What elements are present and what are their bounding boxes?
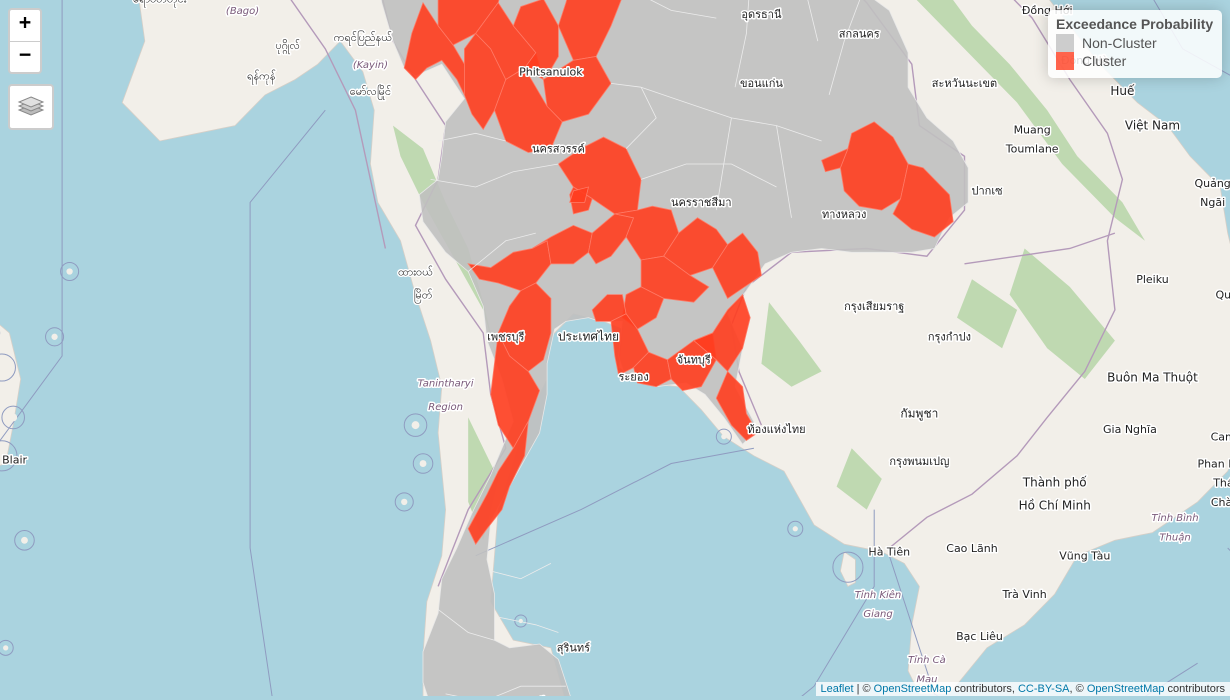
place-label: ปากเซ (972, 185, 1004, 198)
place-label: Trà Vinh (1002, 588, 1047, 601)
place-label: မြိတ် (414, 288, 433, 303)
place-label: ကရင်ပြည်နယ် (334, 30, 393, 46)
place-label: Phitsanulok (519, 66, 583, 79)
place-label: Toumlane (1005, 142, 1059, 155)
island (9, 413, 17, 421)
place-label: Gia Nghĩa (1103, 423, 1157, 436)
place-label: Cam Ranh (1211, 430, 1230, 443)
island (843, 562, 854, 573)
place-label: สกลนคร (839, 27, 880, 40)
place-label: ท้องแห่งไทย (747, 423, 805, 436)
place-label: ขอนแก่น (740, 77, 783, 90)
place-label: Region (428, 402, 463, 413)
place-label: Hà Tiên (868, 546, 910, 559)
place-label: Tỉnh Cà (908, 654, 946, 666)
leaflet-link[interactable]: Leaflet (821, 683, 854, 695)
map-legend: Exceedance Probability Non-Cluster Clust… (1048, 10, 1222, 78)
zoom-out-button[interactable]: − (10, 42, 40, 73)
legend-swatch-non-cluster (1056, 34, 1074, 52)
osm-link[interactable]: OpenStreetMap (874, 683, 952, 695)
place-label: Quảng (1194, 177, 1230, 190)
island (793, 526, 798, 531)
place-label: สะหวันนะเขต (932, 77, 997, 90)
zoom-control: + − (8, 8, 42, 74)
legend-label: Cluster (1082, 53, 1126, 69)
layers-button[interactable] (8, 84, 54, 130)
attribution-bar: Leaflet | © OpenStreetMap contributors , … (816, 682, 1230, 696)
place-label: Tỉnh Kiên (855, 589, 902, 601)
legend-item-non-cluster: Non-Cluster (1056, 34, 1214, 52)
island (66, 268, 72, 274)
place-label: กรุงกำปง (928, 331, 971, 344)
island (3, 645, 8, 650)
place-label: (Kayin) (353, 60, 388, 71)
island (412, 421, 420, 429)
place-label: Buôn Ma Thuột (1107, 370, 1198, 384)
place-label: กรุงพนมเปญ (889, 455, 949, 468)
place-label: กรุงเสียมราฐ (844, 300, 904, 313)
attribution-text: , © (1070, 683, 1087, 695)
place-label: เพชรบุรี (487, 331, 524, 344)
zoom-in-button[interactable]: + (10, 10, 40, 42)
place-label: Chàm (1211, 496, 1230, 509)
place-label: ထားဝယ် (398, 265, 433, 278)
place-label: จันทบุรี (677, 354, 711, 367)
place-label: ทางหลวง (822, 208, 866, 221)
legend-label: Non-Cluster (1082, 35, 1157, 51)
place-label: Cao Lãnh (946, 542, 997, 555)
place-label: ประเทศไทย (558, 330, 619, 344)
place-label: Port Blair (0, 454, 28, 467)
attribution-text: contributors (1164, 683, 1225, 695)
place-label: Giang (863, 609, 892, 620)
place-label: นครราชสีมา (671, 196, 731, 209)
legend-swatch-cluster (1056, 52, 1074, 70)
place-label: Ngãi (1200, 196, 1225, 209)
attribution-sep: | © (854, 683, 874, 695)
layers-icon (17, 94, 45, 120)
place-label: Muang (1014, 123, 1051, 136)
place-label: Thuận (1159, 531, 1190, 543)
island (51, 334, 57, 340)
place-label: ရန်ကုန် (247, 70, 275, 85)
place-label: Hồ Chí Minh (1019, 499, 1091, 513)
attribution-text: contributors, (951, 683, 1018, 695)
place-label: Tỉnh Bình (1152, 512, 1199, 524)
place-label: Tháp (1212, 477, 1230, 490)
island (721, 434, 726, 439)
place-label: Huế (1110, 84, 1135, 98)
island (401, 499, 407, 505)
place-label: นครสวรรค์ (532, 142, 585, 155)
place-label: (Bago) (226, 6, 259, 17)
place-label: อุดรธานี (741, 8, 782, 21)
place-label: Vũng Tàu (1059, 550, 1110, 563)
place-label: กัมพูชา (900, 406, 938, 421)
legend-title: Exceedance Probability (1056, 16, 1214, 32)
place-label: Việt Nam (1125, 118, 1180, 132)
cc-by-sa-link[interactable]: CC-BY-SA (1018, 683, 1070, 695)
place-label: Bạc Liêu (956, 630, 1003, 643)
place-label: မော်လမြိုင် (350, 84, 391, 100)
place-label: Thành phố (1022, 476, 1088, 490)
place-label: ระยอง (618, 371, 648, 384)
place-label: Phan Rang (1197, 457, 1230, 470)
island (21, 537, 28, 544)
place-label: สุรินทร์ (557, 642, 590, 655)
place-label: Pleiku (1136, 273, 1169, 286)
place-label: Tanintharyi (418, 379, 474, 390)
legend-item-cluster: Cluster (1056, 52, 1214, 70)
place-label: Quy Nhơn (1215, 288, 1230, 301)
island (420, 460, 427, 467)
osm-link[interactable]: OpenStreetMap (1087, 683, 1165, 695)
